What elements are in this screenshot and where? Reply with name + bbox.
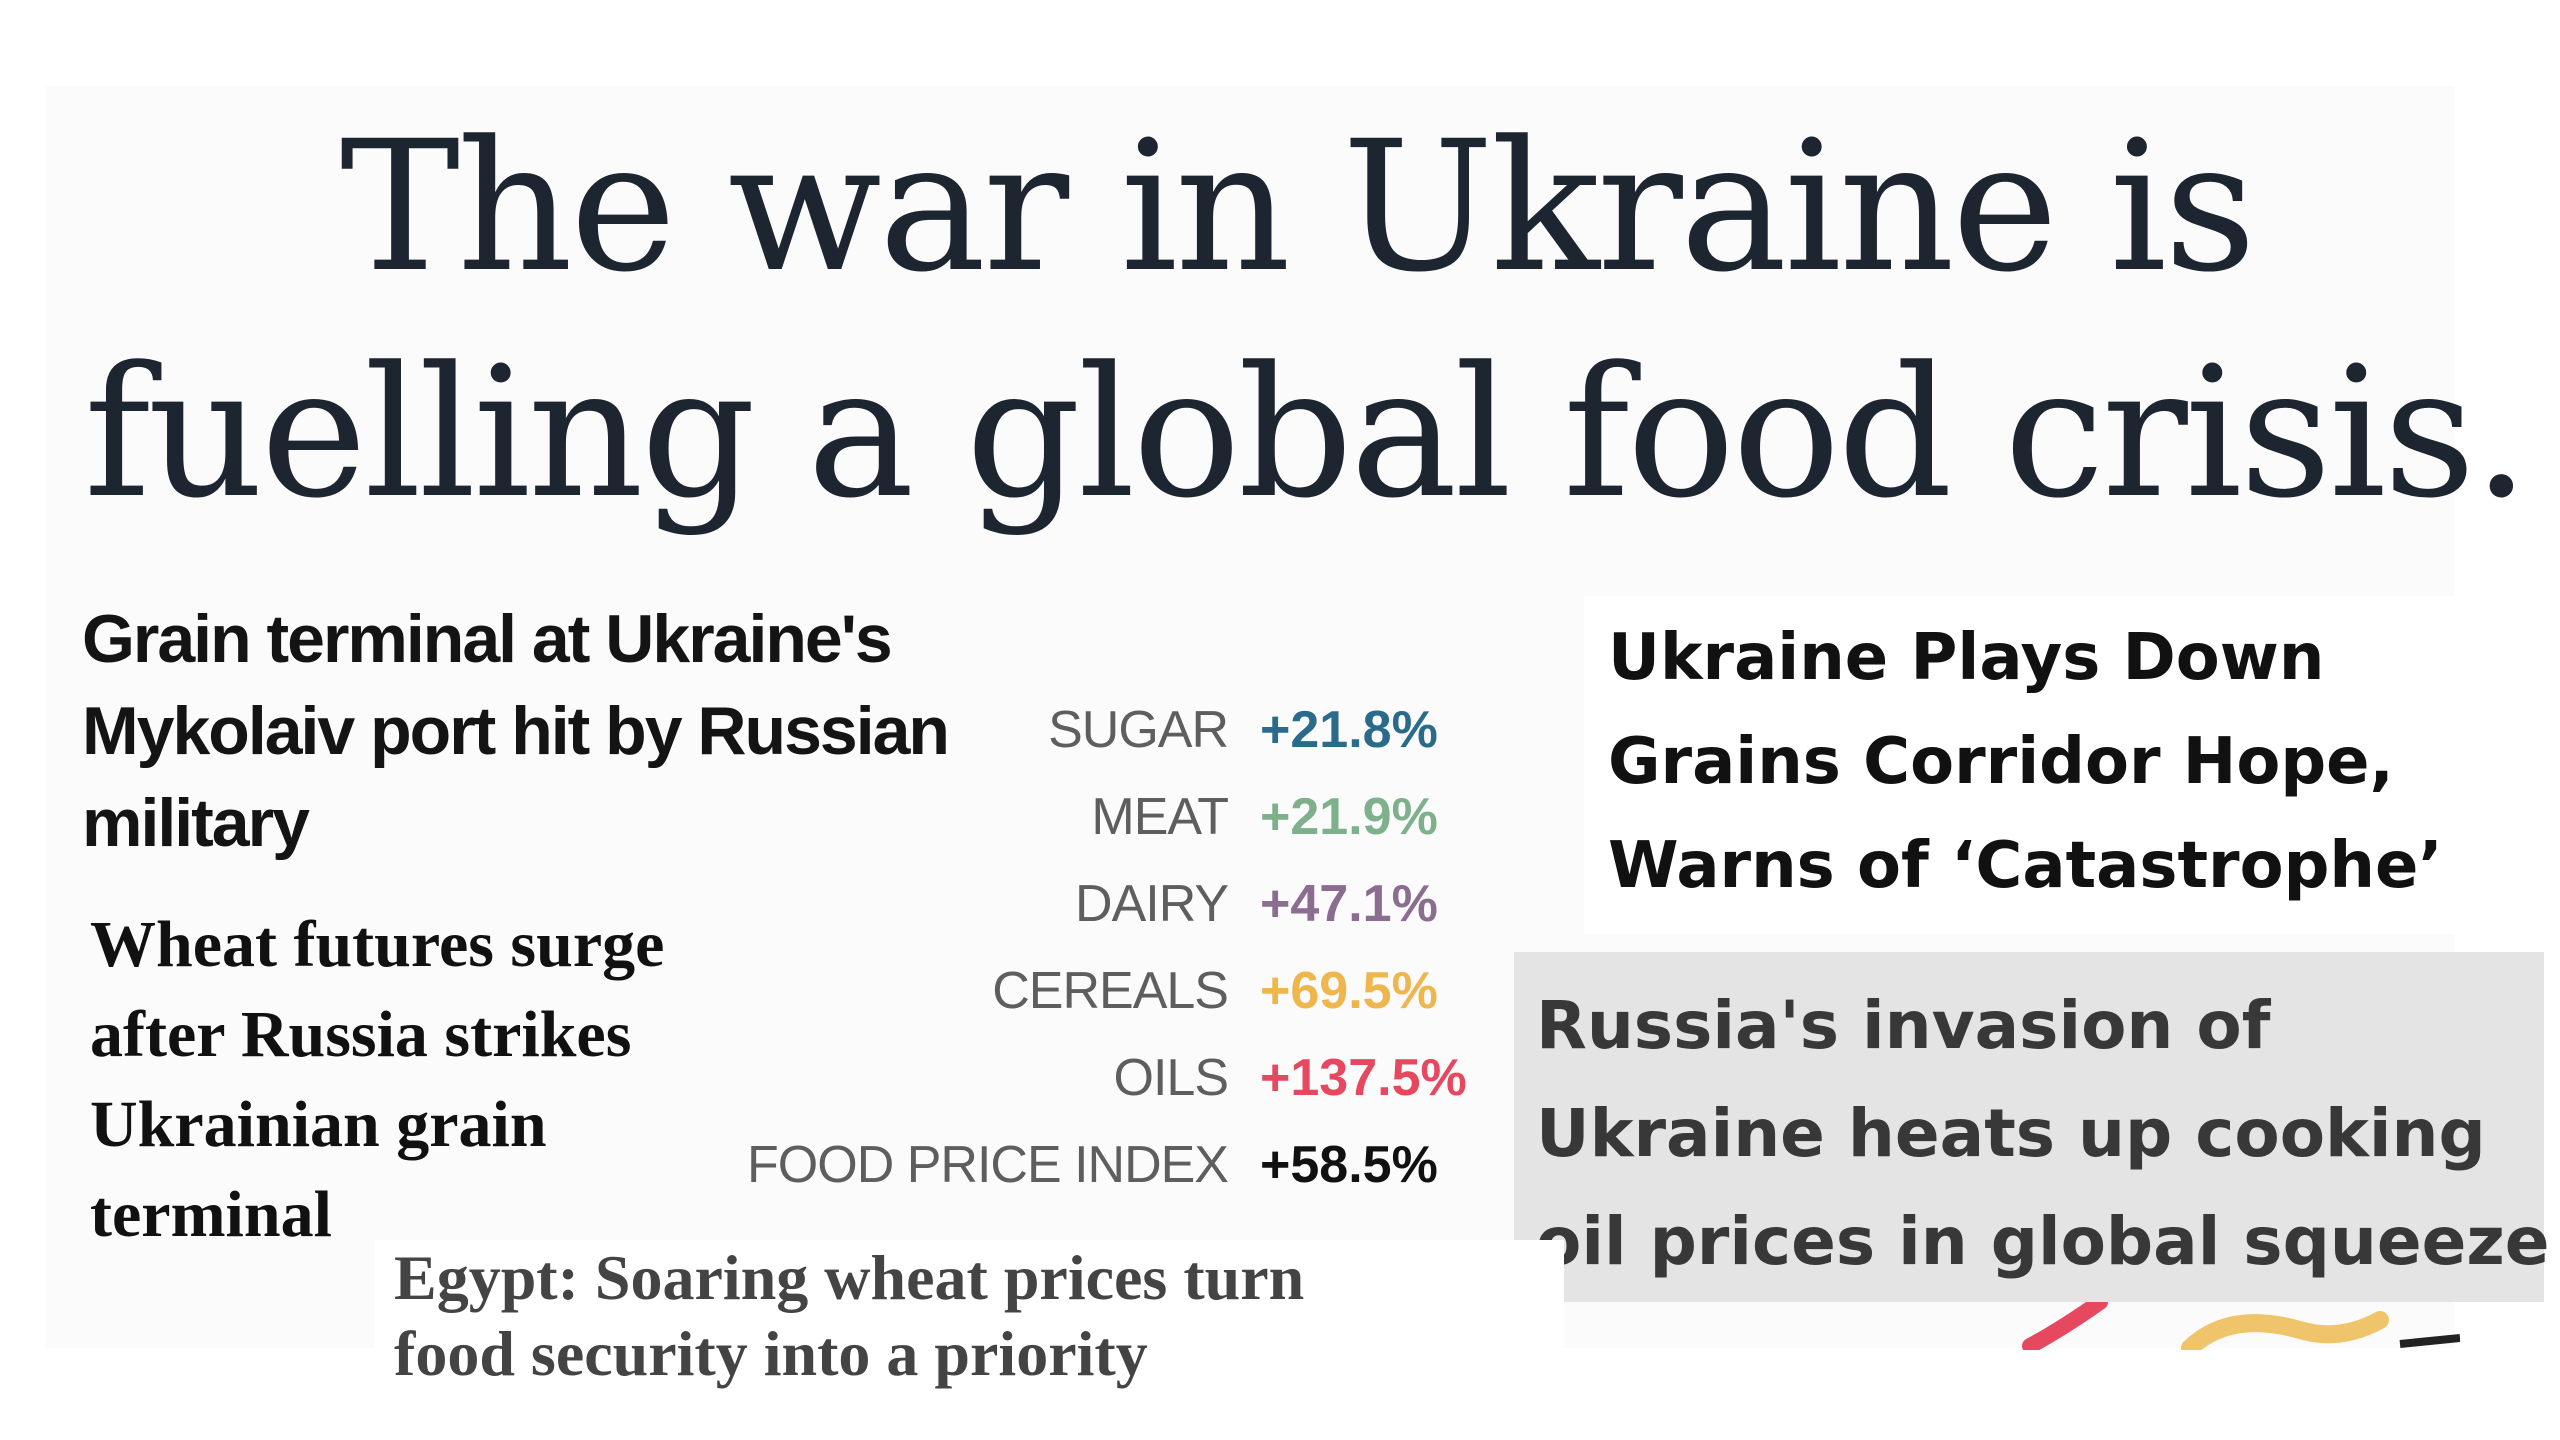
- price-change-value: +47.1%: [1260, 875, 1438, 933]
- headline-ukraine-line-2: Grains Corridor Hope,: [1608, 725, 2394, 799]
- price-row: MEAT +21.9%: [700, 787, 1500, 874]
- price-change-value: +21.8%: [1260, 701, 1438, 759]
- price-row: FOOD PRICE INDEX +58.5%: [700, 1135, 1500, 1222]
- headline-russia-line-3: oil prices in global squeeze: [1536, 1203, 2550, 1280]
- price-change-value: +137.5%: [1260, 1049, 1467, 1107]
- headline-wheat-futures: Wheat futures surge after Russia strikes…: [90, 908, 665, 1251]
- price-row: SUGAR +21.8%: [700, 700, 1500, 787]
- headline-russia-line-2: Ukraine heats up cooking: [1536, 1095, 2486, 1172]
- price-category-label: DAIRY: [1075, 875, 1229, 933]
- headline-ukraine-plays-down: Ukraine Plays Down Grains Corridor Hope,…: [1584, 596, 2512, 934]
- headline-egypt: Egypt: Soaring wheat prices turn food se…: [374, 1240, 1564, 1398]
- price-change-value: +21.9%: [1260, 788, 1438, 846]
- price-row: DAIRY +47.1%: [700, 874, 1500, 961]
- decorative-chart-fragment: [2022, 1294, 2460, 1350]
- decorative-dark-stroke: [2399, 1334, 2460, 1348]
- price-category-label: OILS: [1113, 1049, 1230, 1107]
- headline-ukraine-line-3: Warns of ‘Catastrophe’: [1608, 829, 2443, 903]
- headline-russia-invasion: Russia's invasion of Ukraine heats up co…: [1514, 952, 2550, 1302]
- decorative-yellow-stroke: [2181, 1311, 2389, 1350]
- main-title-line-1: The war in Ukraine is: [340, 103, 2256, 312]
- price-category-label: FOOD PRICE INDEX: [747, 1136, 1229, 1194]
- price-change-value: +58.5%: [1260, 1136, 1438, 1194]
- headline-ukraine-line-1: Ukraine Plays Down: [1608, 621, 2325, 695]
- headline-egypt-line-1: Egypt: Soaring wheat prices turn: [394, 1242, 1305, 1313]
- headline-grain-terminal: Grain terminal at Ukraine's Mykolaiv por…: [82, 601, 950, 861]
- headline-egypt-line-2: food security into a priority: [394, 1318, 1148, 1389]
- food-price-change-list: SUGAR +21.8% MEAT +21.9% DAIRY +47.1% CEREALS +…: [700, 700, 1500, 1222]
- main-title-line-2: fuelling a global food crisis.: [84, 329, 2530, 538]
- headline-russia-line-1: Russia's invasion of: [1536, 987, 2271, 1064]
- price-change-value: +69.5%: [1260, 962, 1438, 1020]
- price-category-label: SUGAR: [1048, 701, 1229, 759]
- price-row: CEREALS +69.5%: [700, 961, 1500, 1048]
- decorative-red-stroke: [2022, 1294, 2108, 1350]
- price-category-label: CEREALS: [992, 962, 1229, 1020]
- price-row: OILS +137.5%: [700, 1048, 1500, 1135]
- main-title: The war in Ukraine is fuelling a global …: [0, 95, 2530, 547]
- price-category-label: MEAT: [1091, 788, 1229, 846]
